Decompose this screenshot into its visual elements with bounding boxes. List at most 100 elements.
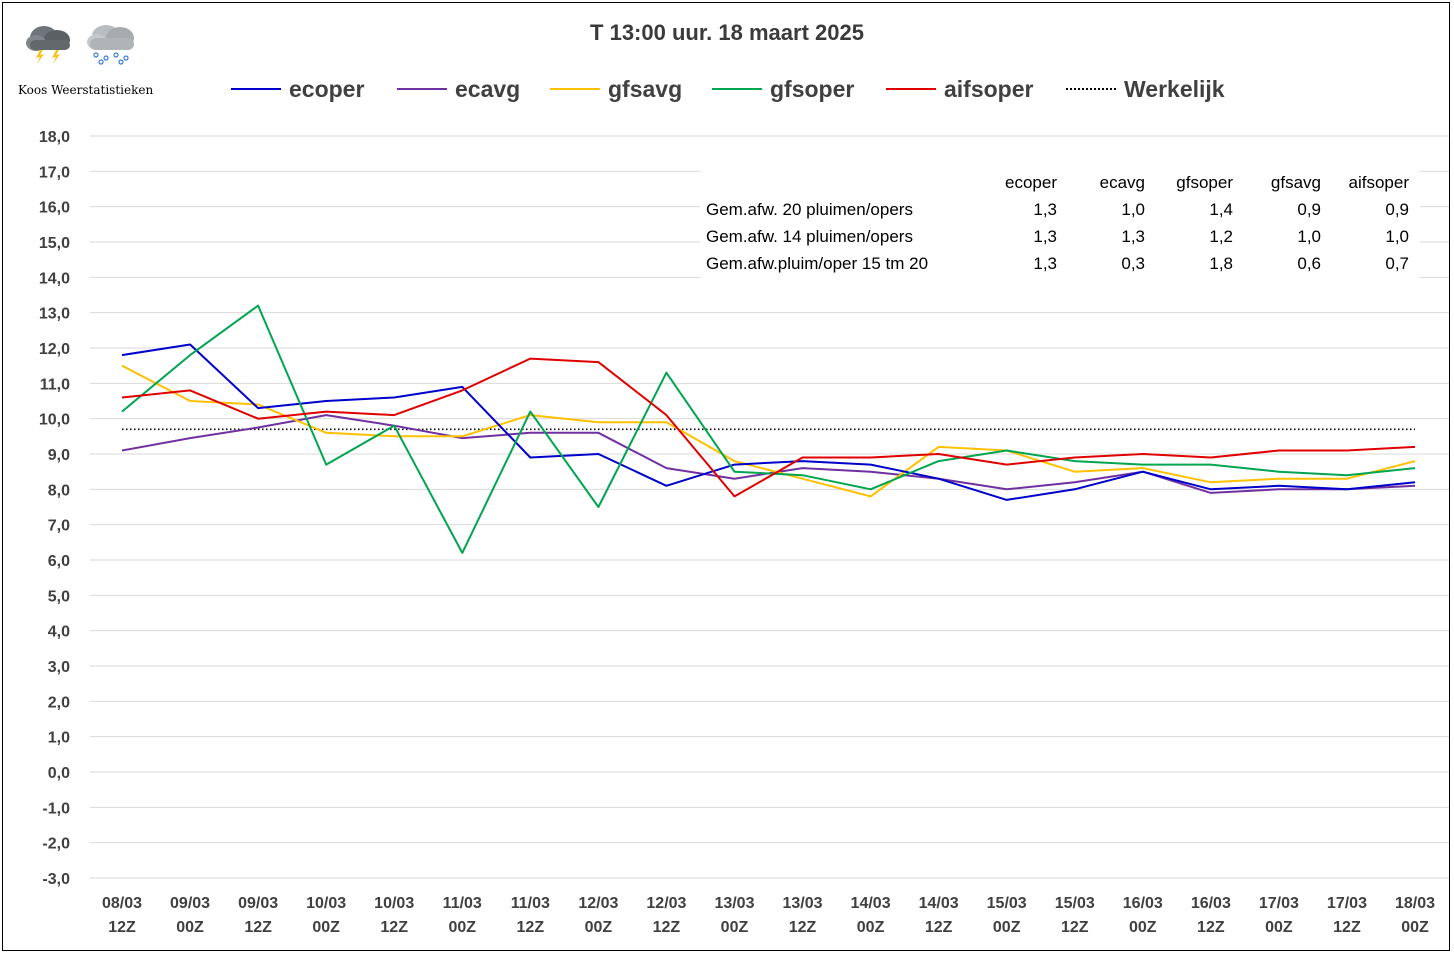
y-tick-label: 9,0 — [48, 447, 70, 464]
x-tick-date: 14/03 — [919, 895, 959, 912]
stats-cell: 1,3 — [1033, 200, 1057, 219]
legend-label: Werkelijk — [1124, 75, 1225, 102]
y-tick-label: 15,0 — [39, 235, 70, 252]
legend-item-ecoper: ecoper — [231, 74, 364, 104]
legend-item-ecavg: ecavg — [397, 74, 520, 104]
legend-swatch — [397, 88, 447, 90]
y-tick-label: 12,0 — [39, 341, 70, 358]
x-tick-date: 12/03 — [578, 895, 618, 912]
legend-item-gfsavg: gfsavg — [550, 74, 682, 104]
legend-item-aifsoper: aifsoper — [886, 74, 1033, 104]
stats-cell: 1,3 — [1033, 254, 1057, 273]
x-tick-run: 12Z — [244, 919, 272, 936]
stats-table-background — [700, 160, 1420, 280]
x-tick-date: 09/03 — [170, 895, 210, 912]
x-tick-date: 13/03 — [783, 895, 823, 912]
x-tick-date: 08/03 — [102, 895, 142, 912]
legend-label: ecavg — [455, 75, 521, 102]
stats-header: gfsoper — [1176, 173, 1233, 192]
x-tick-run: 00Z — [312, 919, 340, 936]
x-tick-date: 12/03 — [646, 895, 686, 912]
x-tick-date: 15/03 — [1055, 895, 1095, 912]
x-tick-run: 12Z — [1333, 919, 1361, 936]
legend-swatch — [886, 88, 936, 90]
stats-cell: 0,3 — [1121, 254, 1145, 273]
x-tick-run: 00Z — [1401, 919, 1429, 936]
x-tick-run: 12Z — [789, 919, 817, 936]
stats-header: gfsavg — [1271, 173, 1321, 192]
y-tick-label: -3,0 — [42, 871, 70, 888]
stats-header: ecavg — [1100, 173, 1145, 192]
x-tick-run: 00Z — [1129, 919, 1157, 936]
x-tick-date: 10/03 — [374, 895, 414, 912]
y-tick-label: 6,0 — [48, 553, 70, 570]
legend-item-gfsoper: gfsoper — [712, 74, 854, 104]
x-tick-date: 14/03 — [851, 895, 891, 912]
stats-header: ecoper — [1005, 173, 1057, 192]
x-tick-run: 12Z — [108, 919, 136, 936]
y-tick-label: 8,0 — [48, 482, 70, 499]
x-tick-date: 16/03 — [1191, 895, 1231, 912]
series-line-aifsoper — [121, 357, 1416, 498]
y-tick-label: 3,0 — [48, 659, 70, 676]
stats-cell: 1,4 — [1209, 200, 1233, 219]
legend-label: ecoper — [289, 75, 365, 102]
stats-cell: 1,2 — [1209, 227, 1233, 246]
y-tick-label: 7,0 — [48, 518, 70, 535]
stats-cell: 1,8 — [1209, 254, 1233, 273]
x-tick-run: 00Z — [993, 919, 1021, 936]
y-tick-label: 18,0 — [39, 129, 70, 146]
stats-header: aifsoper — [1349, 173, 1410, 192]
x-tick-run: 00Z — [585, 919, 613, 936]
stats-row-label: Gem.afw.pluim/oper 15 tm 20 — [706, 254, 928, 273]
x-tick-run: 12Z — [380, 919, 408, 936]
legend-swatch — [550, 88, 600, 90]
series-line-ecoper — [121, 343, 1416, 501]
y-tick-label: 1,0 — [48, 730, 70, 747]
legend-label: gfsoper — [770, 75, 855, 102]
legend-item-werkelijk: Werkelijk — [1066, 74, 1225, 104]
x-tick-date: 11/03 — [443, 895, 482, 912]
x-tick-date: 11/03 — [511, 895, 550, 912]
x-tick-date: 16/03 — [1123, 895, 1163, 912]
stats-row-label: Gem.afw. 20 pluimen/opers — [706, 200, 913, 219]
x-tick-date: 18/03 — [1395, 895, 1435, 912]
legend-label: aifsoper — [944, 75, 1034, 102]
x-tick-run: 00Z — [857, 919, 885, 936]
stats-row-label: Gem.afw. 14 pluimen/opers — [706, 227, 913, 246]
y-tick-label: 2,0 — [48, 694, 70, 711]
legend-swatch — [231, 88, 281, 90]
x-tick-run: 00Z — [176, 919, 204, 936]
x-tick-run: 12Z — [517, 919, 545, 936]
stats-cell: 0,6 — [1297, 254, 1321, 273]
y-tick-label: -2,0 — [42, 836, 70, 853]
x-tick-date: 15/03 — [987, 895, 1027, 912]
y-tick-label: 16,0 — [39, 200, 70, 217]
snow-cloud-icon — [87, 25, 134, 65]
x-tick-run: 00Z — [1265, 919, 1293, 936]
legend-swatch — [1066, 88, 1116, 90]
y-tick-label: 13,0 — [39, 306, 70, 323]
series-line-gfsavg — [121, 364, 1416, 498]
y-tick-label: -1,0 — [42, 800, 70, 817]
x-tick-run: 12Z — [653, 919, 681, 936]
x-tick-date: 17/03 — [1327, 895, 1367, 912]
stats-cell: 1,3 — [1033, 227, 1057, 246]
thunderstorm-cloud-icon — [26, 26, 70, 64]
legend-swatch — [712, 88, 762, 90]
y-tick-label: 11,0 — [40, 376, 70, 393]
y-tick-label: 0,0 — [48, 765, 70, 782]
y-tick-label: 17,0 — [39, 164, 70, 181]
chart-title: T 13:00 uur. 18 maart 2025 — [590, 20, 864, 45]
stats-cell: 1,0 — [1385, 227, 1409, 246]
stats-cell: 0,9 — [1297, 200, 1321, 219]
x-tick-run: 12Z — [1197, 919, 1225, 936]
stats-cell: 0,7 — [1385, 254, 1409, 273]
x-tick-date: 10/03 — [306, 895, 346, 912]
stats-cell: 1,0 — [1297, 227, 1321, 246]
stats-cell: 0,9 — [1385, 200, 1409, 219]
stats-cell: 1,3 — [1121, 227, 1145, 246]
x-tick-date: 09/03 — [238, 895, 278, 912]
